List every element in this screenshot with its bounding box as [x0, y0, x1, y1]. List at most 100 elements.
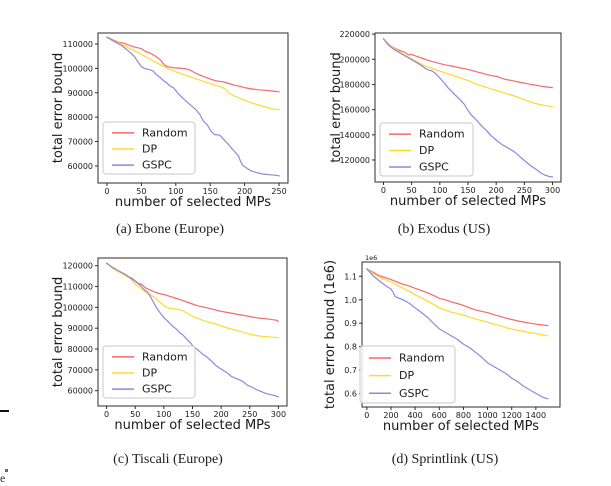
chart-c-y-tick-label: 100000 — [62, 303, 93, 312]
chart-a-series-random-line — [106, 36, 280, 93]
chart-d-y-tick-label: 0.7 — [344, 366, 357, 375]
chart-d-series-random-line — [366, 268, 549, 327]
chart-c-x-tick-label: 0 — [104, 410, 109, 419]
chart-c-legend-label-dp: DP — [142, 367, 157, 380]
chart-d-x-tick-label: 800 — [456, 411, 471, 420]
caption-ebone-europe: (a) Ebone (Europe) — [115, 222, 225, 237]
chart-c-y-tick-label: 70000 — [68, 366, 93, 375]
chart-a-x-tick-label: 50 — [136, 187, 146, 196]
chart-d-x-tick-label: 1400 — [526, 411, 546, 420]
chart-c-series-dp-line — [105, 262, 279, 339]
chart-a-y-tick-label: 90000 — [68, 89, 93, 98]
chart-d-y-tick-label: 1.0 — [344, 296, 357, 305]
chart-b-series-random-line — [382, 38, 554, 89]
chart-a-x-tick-label: 150 — [203, 187, 218, 196]
caption-exodus-us: (b) Exodus (US) — [397, 222, 491, 237]
chart-d-series-gspc-line — [366, 268, 549, 400]
chart-b-y-tick-label: 140000 — [339, 131, 370, 140]
chart-a-x-tick-label: 100 — [168, 187, 183, 196]
chart-c-x-tick-label: 100 — [156, 410, 171, 419]
chart-c-y-tick-label: 120000 — [62, 262, 93, 271]
chart-b-x-tick-label: 250 — [517, 186, 532, 195]
chart-c-x-tick-label: 50 — [130, 410, 140, 419]
chart-d-x-tick-label: 1200 — [502, 411, 522, 420]
chart-b-series-gspc-line — [382, 38, 554, 178]
chart-c-legend-label-gspc: GSPC — [142, 383, 172, 396]
chart-a-y-axis-label: total error bound — [51, 53, 66, 163]
chart-a-y-tick-label: 70000 — [68, 138, 93, 147]
chart-c-series-random-line — [105, 262, 279, 322]
chart-c-x-axis-label: number of selected MPs — [114, 418, 270, 433]
chart-b-x-tick-label: 50 — [407, 186, 417, 195]
chart-b-y-axis-label: total error bound — [329, 52, 344, 162]
chart-d-legend-box — [359, 345, 456, 404]
chart-b-x-tick-label: 100 — [432, 186, 447, 195]
chart-d-x-tick-label: 600 — [432, 411, 447, 420]
chart-d: 0 200 400 600 800 1000 1200 1400 0.6 0.7 0.8 0.9 1.0… — [323, 254, 561, 434]
chart-c-x-tick-label: 200 — [213, 410, 228, 419]
chart-b-legend-label-dp: DP — [419, 144, 434, 157]
chart-b-x-tick-label: 300 — [545, 186, 560, 195]
chart-b-legend-box — [379, 122, 474, 177]
chart-d-x-tick-label: 0 — [364, 411, 369, 420]
chart-d-x-tick-label: 200 — [383, 411, 398, 420]
chart-a: 0 50 100 150 200 250 60000 70000 80000 90000 10000… — [51, 32, 289, 210]
chart-a-legend-label-dp: DP — [142, 143, 157, 156]
chart-a-series-gspc-line — [106, 36, 280, 177]
chart-b-y-tick-label: 160000 — [339, 106, 370, 115]
chart-c-y-tick-label: 90000 — [68, 324, 93, 333]
chart-b-x-tick-label: 200 — [489, 186, 504, 195]
chart-c: 0 50 100 150 200 250 300 60000 70000 80000 90000 10… — [51, 257, 288, 433]
chart-d-y-axis-label: total error bound (1e6) — [323, 260, 338, 409]
chart-c-y-tick-label: 110000 — [62, 283, 93, 292]
chart-a-y-tick-label: 110000 — [62, 40, 93, 49]
chart-c-y-axis-label: total error bound — [51, 277, 66, 387]
chart-d-y-tick-label: 0.6 — [344, 390, 357, 399]
chart-d-y-tick-label: 0.8 — [344, 343, 357, 352]
chart-c-x-tick-label: 250 — [242, 410, 257, 419]
chart-d-series-dp-line — [366, 268, 549, 337]
chart-b: 0 50 100 150 200 250 300 120000 140000 160000 1800… — [329, 30, 562, 209]
chart-b-series-dp-line — [382, 38, 554, 108]
chart-a-x-tick-label: 250 — [271, 187, 286, 196]
chart-b-legend-label-gspc: GSPC — [419, 160, 449, 173]
stray-text-fragment: e — [0, 471, 6, 485]
chart-a-plot-border — [97, 32, 289, 184]
chart-d-x-tick-label: 400 — [407, 411, 422, 420]
chart-d-legend-label-gspc: GSPC — [399, 387, 429, 400]
chart-b-y-tick-label: 220000 — [339, 30, 370, 39]
chart-d-axis-offset-label: 1e6 — [365, 254, 377, 262]
chart-c-legend-label-random: Random — [142, 350, 188, 363]
chart-a-series-dp-line — [106, 36, 280, 111]
chart-d-y-tick-label: 1.1 — [344, 272, 357, 281]
chart-d-plot-border — [361, 261, 561, 408]
stray-blue-pixel-fragment — [5, 469, 8, 472]
chart-c-y-tick-label: 80000 — [68, 345, 93, 354]
chart-a-y-tick-label: 100000 — [62, 64, 93, 73]
chart-d-y-tick-label: 0.9 — [344, 319, 357, 328]
chart-b-y-tick-label: 180000 — [339, 80, 370, 89]
caption-tiscali-europe: (c) Tiscali (Europe) — [113, 452, 223, 467]
chart-d-x-tick-label: 1000 — [477, 411, 497, 420]
chart-d-x-axis-label: number of selected MPs — [383, 419, 539, 434]
chart-b-x-axis-label: number of selected MPs — [390, 194, 546, 209]
stray-dash-fragment — [0, 410, 9, 412]
chart-a-x-tick-label: 0 — [104, 187, 109, 196]
chart-b-legend-label-random: Random — [419, 128, 465, 141]
chart-a-legend-label-gspc: GSPC — [142, 159, 172, 172]
chart-c-x-tick-label: 150 — [185, 410, 200, 419]
chart-a-legend-label-random: Random — [142, 126, 188, 139]
chart-c-legend-box — [102, 345, 196, 399]
chart-d-legend-label-random: Random — [399, 351, 445, 364]
chart-b-y-tick-label: 200000 — [339, 55, 370, 64]
chart-a-y-tick-label: 80000 — [68, 113, 93, 122]
chart-a-x-axis-label: number of selected MPs — [115, 195, 271, 210]
chart-c-y-tick-label: 60000 — [68, 387, 93, 396]
chart-c-x-tick-label: 300 — [271, 410, 286, 419]
chart-b-y-tick-label: 120000 — [339, 156, 370, 165]
chart-d-legend-label-dp: DP — [399, 369, 414, 382]
chart-b-x-tick-label: 0 — [381, 186, 386, 195]
chart-a-y-tick-label: 60000 — [68, 162, 93, 171]
